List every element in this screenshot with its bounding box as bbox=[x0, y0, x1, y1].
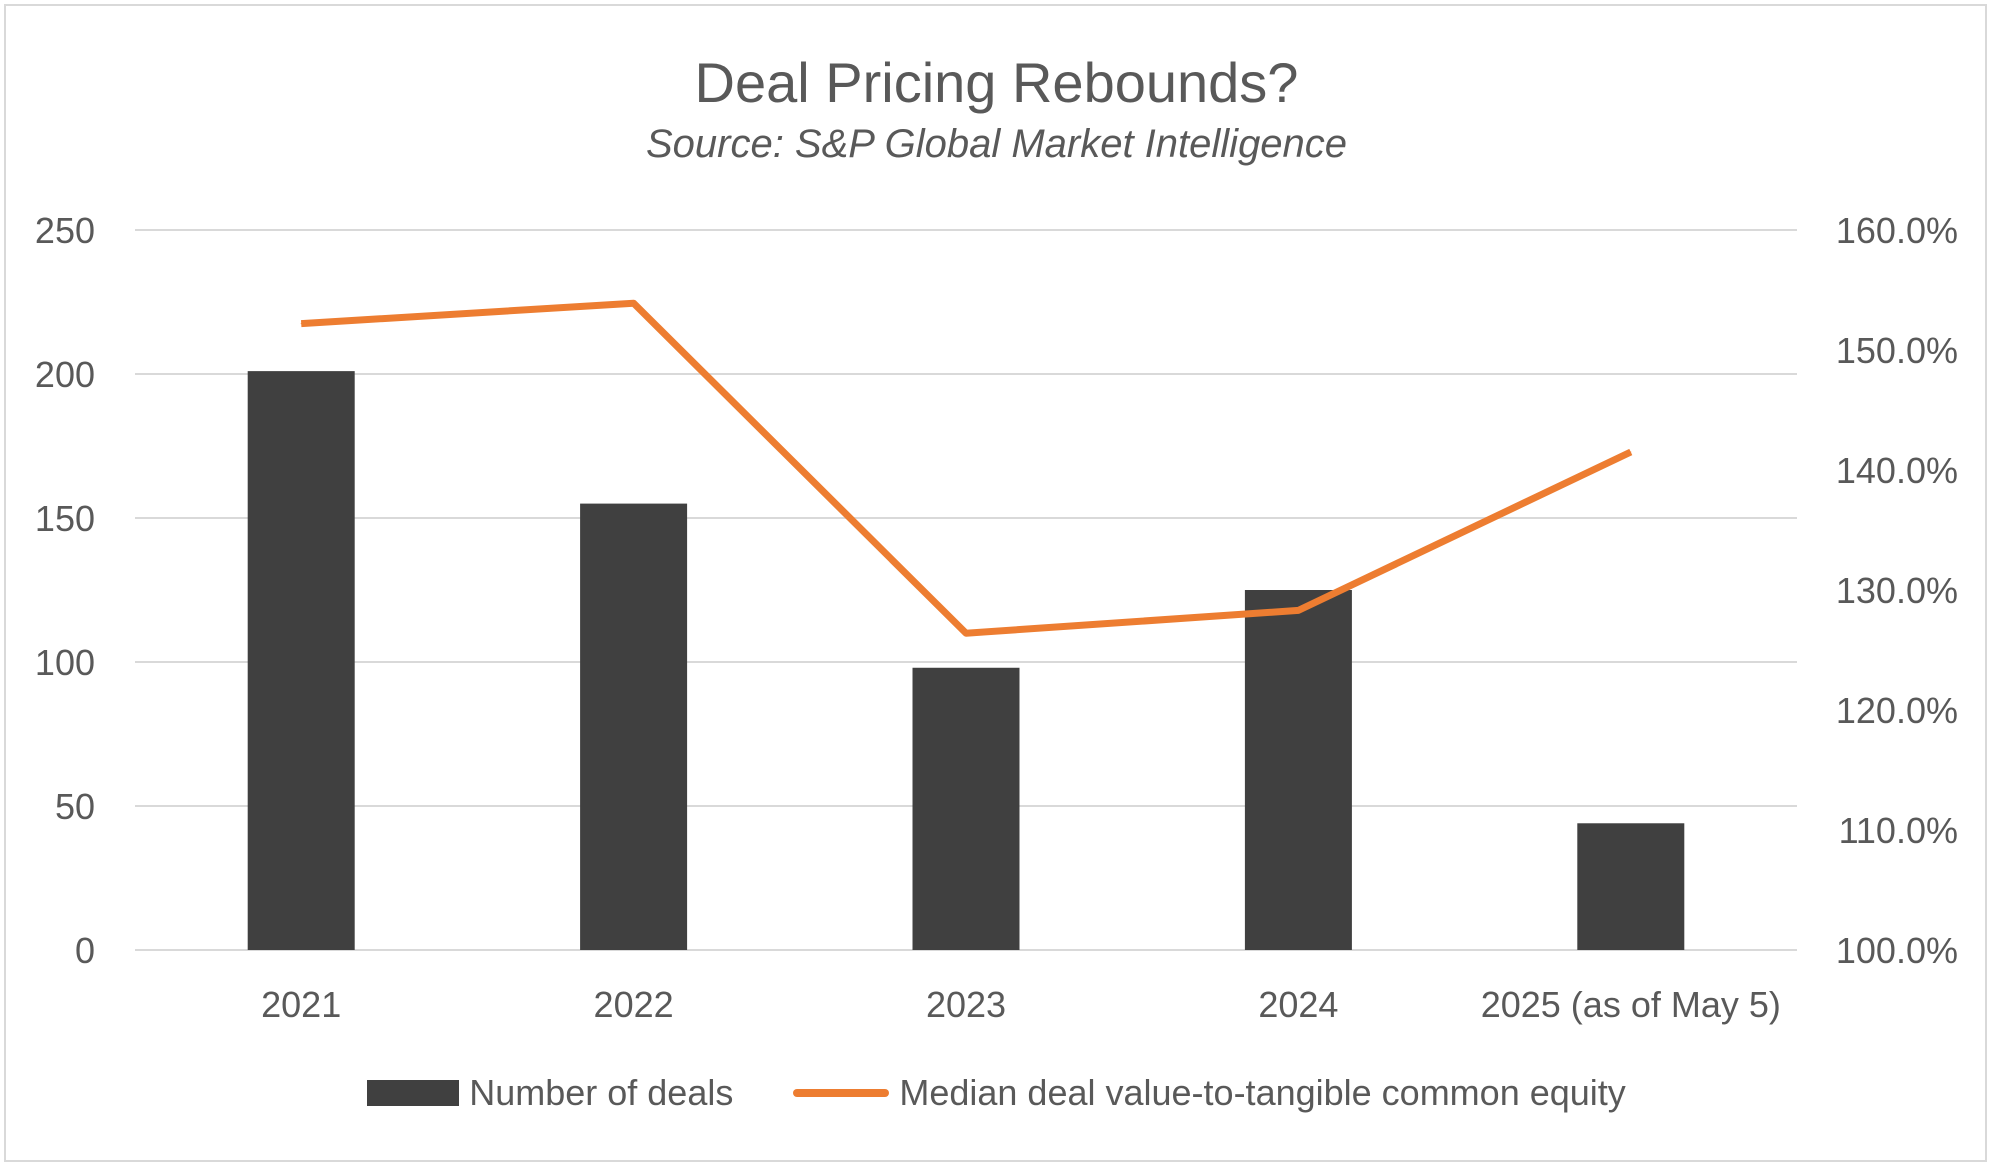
right-axis-tick-label: 130.0% bbox=[1836, 570, 1958, 611]
left-axis-tick-label: 0 bbox=[75, 930, 95, 971]
right-axis-ticks: 100.0% 110.0% 120.0% 130.0% 140.0% 150.0% 160.… bbox=[1836, 210, 1958, 971]
right-axis-tick-label: 150.0% bbox=[1836, 330, 1958, 371]
bar-series bbox=[247, 371, 1685, 950]
series-line bbox=[300, 299, 1633, 637]
left-axis-tick-label: 200 bbox=[35, 354, 95, 395]
line-point bbox=[633, 302, 635, 304]
line-point bbox=[1630, 451, 1632, 453]
x-axis-tick-label: 2021 bbox=[261, 984, 341, 1025]
bar-legend-swatch bbox=[367, 1080, 460, 1106]
right-axis-tick-label: 160.0% bbox=[1836, 210, 1958, 251]
right-axis-tick-label: 100.0% bbox=[1836, 930, 1958, 971]
bar bbox=[912, 667, 1020, 950]
bar bbox=[247, 371, 355, 950]
x-axis-tick-label: 2022 bbox=[594, 984, 674, 1025]
left-axis-ticks: 0 50 100 150 200 250 bbox=[35, 210, 95, 971]
right-axis-tick-label: 140.0% bbox=[1836, 450, 1958, 491]
legend: Number of deals Median deal value-to-tan… bbox=[0, 1068, 1993, 1118]
left-axis-tick-label: 50 bbox=[55, 786, 95, 827]
legend-label-number-of-deals: Number of deals bbox=[469, 1072, 734, 1113]
line-legend-swatch bbox=[793, 1089, 890, 1097]
bar bbox=[1244, 590, 1352, 950]
x-axis-tick-label: 2024 bbox=[1258, 984, 1338, 1025]
x-axis-tick-label: 2025 (as of May 5) bbox=[1481, 984, 1781, 1025]
line-series bbox=[300, 299, 1633, 637]
right-axis-tick-label: 110.0% bbox=[1839, 810, 1958, 851]
right-axis-tick-label: 120.0% bbox=[1836, 690, 1958, 731]
left-axis-tick-label: 250 bbox=[35, 210, 95, 251]
chart-title: Deal Pricing Rebounds? bbox=[694, 51, 1299, 114]
line-point bbox=[1297, 609, 1299, 611]
legend-item-number-of-deals[interactable]: Number of deals bbox=[367, 1072, 733, 1114]
left-axis-tick-label: 150 bbox=[35, 498, 95, 539]
bar bbox=[1577, 823, 1685, 950]
legend-item-median-deal-value[interactable]: Median deal value-to-tangible common equ… bbox=[793, 1072, 1626, 1114]
line-point bbox=[300, 323, 302, 325]
x-axis-ticks: 2021 2022 2023 2024 2025 (as of May 5) bbox=[261, 984, 1781, 1025]
legend-label-median-deal-value: Median deal value-to-tangible common equ… bbox=[899, 1072, 1626, 1113]
x-axis-tick-label: 2023 bbox=[926, 984, 1006, 1025]
left-axis-tick-label: 100 bbox=[35, 642, 95, 683]
line-point bbox=[965, 632, 967, 634]
chart-subtitle: Source: S&P Global Market Intelligence bbox=[645, 122, 1348, 166]
bar bbox=[580, 503, 688, 950]
